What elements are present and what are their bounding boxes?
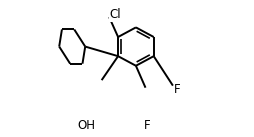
Text: Cl: Cl [110,8,121,21]
Text: F: F [174,83,181,96]
Text: OH: OH [77,119,96,132]
Text: F: F [144,119,150,132]
